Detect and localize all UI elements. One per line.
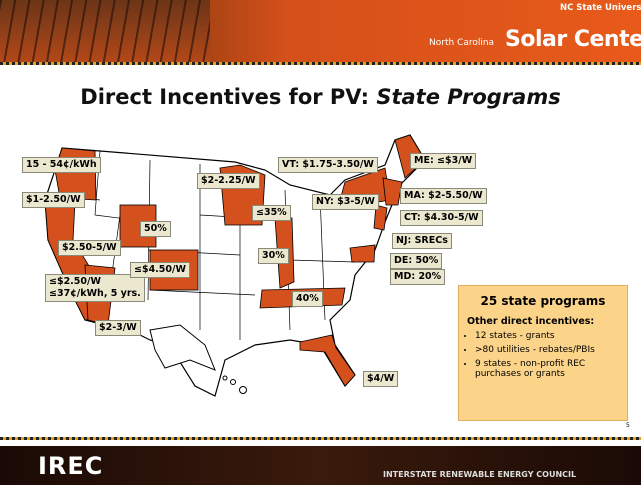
map-label-line: ≤37¢/kWh, 5 yrs. bbox=[49, 288, 141, 300]
hawaii bbox=[223, 376, 247, 394]
info-bullet: >80 utilities - rebates/PBIs bbox=[475, 345, 627, 355]
map-label: CT: $4.30-5/W bbox=[400, 210, 483, 226]
map-label: 40% bbox=[292, 291, 323, 307]
state-delaware-maryland bbox=[350, 245, 375, 262]
info-bullet: 9 states - non-profit REC purchases or g… bbox=[475, 359, 627, 379]
map-label: $4/W bbox=[363, 371, 398, 387]
map-label: NY: $3-5/W bbox=[312, 194, 379, 210]
map-label: $2-2.25/W bbox=[197, 173, 260, 189]
map-label: NJ: SRECs bbox=[392, 233, 452, 249]
slide: NC State University North Carolina Solar… bbox=[0, 0, 641, 485]
map-label: 15 - 54¢/kWh bbox=[22, 157, 101, 173]
map-label: 50% bbox=[140, 221, 171, 237]
map-label: ≤$4.50/W bbox=[130, 262, 190, 278]
map-label-line: ≤$2.50/W bbox=[49, 276, 141, 288]
info-title: 25 state programs bbox=[459, 294, 627, 308]
map-label-multi: ≤$2.50/W ≤37¢/kWh, 5 yrs. bbox=[45, 274, 145, 302]
state-florida bbox=[300, 335, 355, 386]
map-label: MA: $2-5.50/W bbox=[400, 188, 487, 204]
footer-divider bbox=[0, 437, 641, 440]
info-bullet: 12 states - grants bbox=[475, 331, 627, 341]
map-label: $1-2.50/W bbox=[22, 192, 85, 208]
map-label: DE: 50% bbox=[390, 253, 442, 269]
page-number: 5 bbox=[626, 422, 630, 429]
map-label: 30% bbox=[258, 248, 289, 264]
map-label: $2-3/W bbox=[95, 320, 141, 336]
info-box: 25 state programs Other direct incentive… bbox=[458, 285, 628, 421]
map-label: $2.50-5/W bbox=[58, 240, 121, 256]
info-subtitle: Other direct incentives: bbox=[467, 316, 627, 327]
map-label: MD: 20% bbox=[390, 269, 445, 285]
map-label: ME: ≤$3/W bbox=[410, 153, 476, 169]
map-label: VT: $1.75-3.50/W bbox=[278, 157, 378, 173]
footer-text: INTERSTATE RENEWABLE ENERGY COUNCIL bbox=[383, 470, 576, 479]
info-bullets: 12 states - grants >80 utilities - rebat… bbox=[459, 331, 627, 379]
footer-band: IREC INTERSTATE RENEWABLE ENERGY COUNCIL bbox=[0, 446, 641, 485]
map-label: ≤35% bbox=[252, 205, 291, 221]
footer-logo: IREC bbox=[38, 452, 103, 480]
